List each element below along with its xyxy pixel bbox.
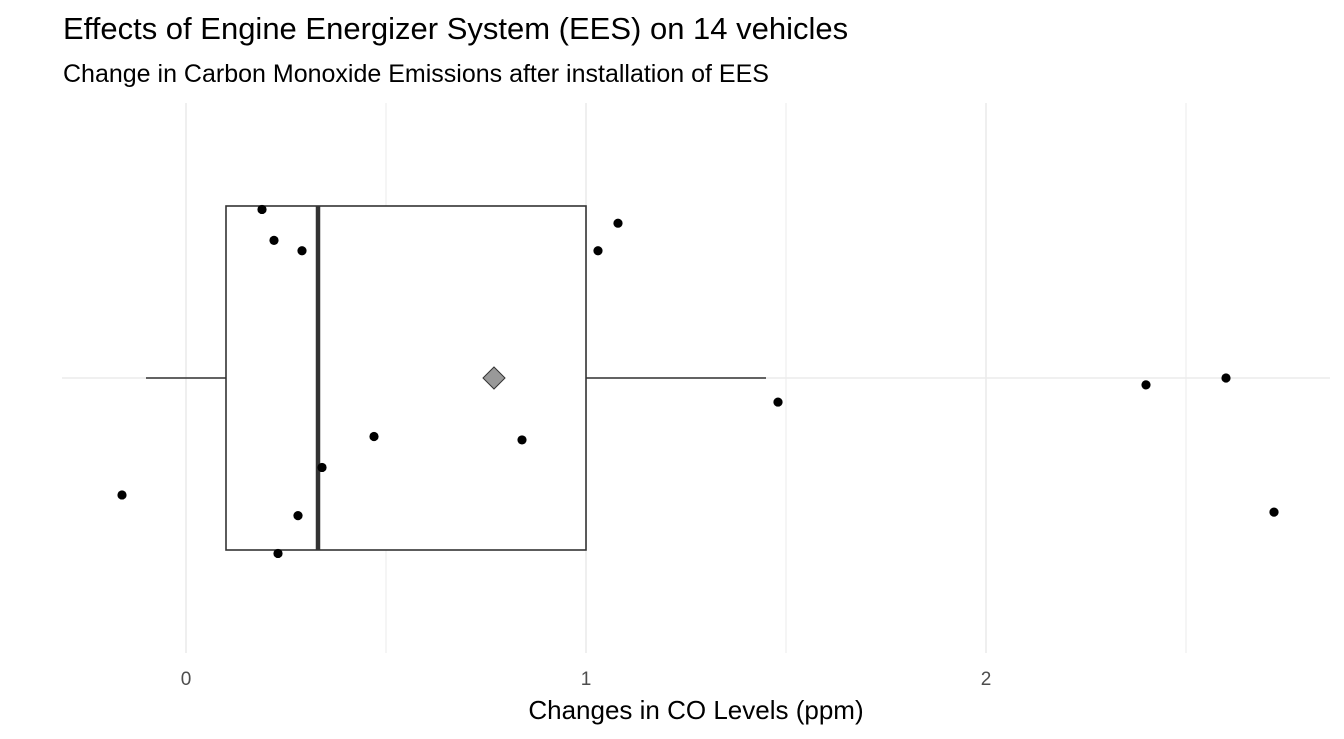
data-point bbox=[273, 548, 283, 559]
chart-subtitle: Change in Carbon Monoxide Emissions afte… bbox=[63, 60, 769, 88]
data-point bbox=[297, 246, 307, 256]
mean-marker bbox=[482, 366, 506, 390]
data-point bbox=[369, 431, 379, 442]
data-point bbox=[593, 246, 603, 256]
x-tick-label: 0 bbox=[181, 669, 192, 690]
data-point bbox=[117, 490, 127, 500]
interquartile-box bbox=[225, 205, 587, 551]
data-point bbox=[293, 510, 303, 521]
data-points bbox=[117, 204, 1279, 559]
x-tick-label: 1 bbox=[581, 669, 592, 690]
chart-title: Effects of Engine Energizer System (EES)… bbox=[63, 11, 849, 46]
data-point bbox=[269, 235, 279, 245]
data-point bbox=[517, 435, 527, 445]
data-point bbox=[1221, 373, 1231, 383]
data-point bbox=[773, 397, 783, 407]
boxplot bbox=[146, 205, 766, 551]
data-point bbox=[1141, 380, 1151, 390]
data-point bbox=[1269, 507, 1279, 517]
data-point bbox=[613, 218, 623, 228]
data-point bbox=[257, 204, 267, 215]
x-axis-title: Changes in CO Levels (ppm) bbox=[528, 695, 863, 725]
data-point bbox=[317, 462, 327, 473]
x-tick-label: 2 bbox=[981, 669, 992, 690]
x-axis-ticks: 0 1 2 bbox=[181, 669, 992, 690]
